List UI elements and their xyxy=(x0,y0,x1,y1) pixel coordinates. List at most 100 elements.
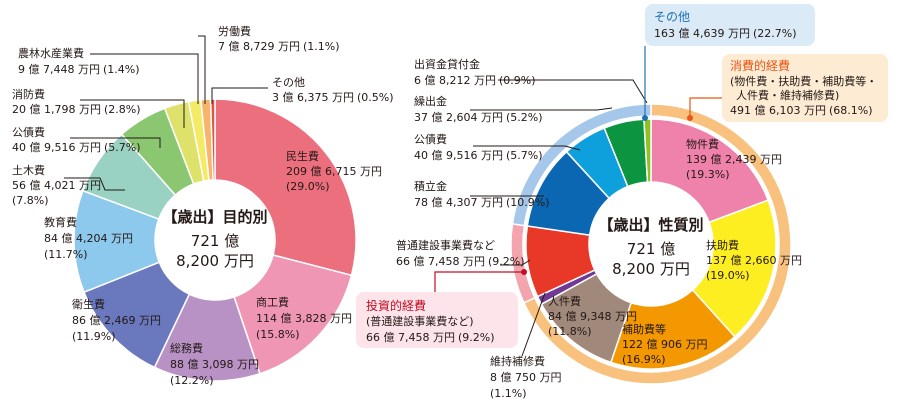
label-iji-name: 維持補修費 xyxy=(490,354,545,368)
center-line1-2: 721 億 xyxy=(627,240,675,258)
label-shoko: 商工費 114 億 3,828 万円 (15.8%) xyxy=(256,295,352,341)
label-iji-amount: 8 億 750 万円 xyxy=(490,371,561,384)
consumption-group-name: 消費的経費 xyxy=(730,58,790,73)
label-minsei-percent: (29.0%) xyxy=(286,180,330,193)
label-shoko-percent: (15.8%) xyxy=(256,328,300,341)
label-futsuu-name: 普通建設事業費など xyxy=(396,238,495,252)
consumption-group-detail2: 人件費・維持補修費) xyxy=(736,88,839,102)
investment-group-name: 投資的経費 xyxy=(366,298,426,313)
label-somu-name: 総務費 xyxy=(170,341,203,355)
label-futsuu-value: 66 億 7,458 万円 (9.2%) xyxy=(396,255,525,268)
label-kyoiku-name: 教育費 xyxy=(44,215,77,229)
label-eisei-percent: (11.9%) xyxy=(72,330,116,343)
label-somu: 総務費 88 億 3,098 万円 (12.2%) xyxy=(170,341,259,387)
label-sonota1: その他 3 億 6,375 万円 (0.5%) xyxy=(272,76,394,104)
group-ring-slice-2 xyxy=(511,103,652,227)
investment-group-value: 66 億 7,458 万円 (9.2%) xyxy=(366,331,495,344)
label-norin: 農林水産業費 9 億 7,448 万円 (1.4%) xyxy=(18,46,140,76)
label-kousai2: 公債費 40 億 9,516 万円 (5.7%) xyxy=(414,132,543,162)
label-fujo: 扶助費 137 億 2,660 万円 (19.0%) xyxy=(706,238,802,282)
label-shobo-name: 消防費 xyxy=(12,87,45,101)
label-fujo-amount: 137 億 2,660 万円 xyxy=(706,254,802,267)
label-hojo-percent: (16.9%) xyxy=(622,353,666,366)
label-eisei-amount: 86 億 2,469 万円 xyxy=(72,314,161,327)
label-bukken: 物件費 139 億 2,439 万円 (19.3%) xyxy=(686,137,782,181)
center-line1-1: 721 億 xyxy=(191,232,239,250)
label-shobo-value: 20 億 1,798 万円 (2.8%) xyxy=(12,103,141,116)
label-eisei-name: 衛生費 xyxy=(72,297,105,311)
label-tsumitate-name: 積立金 xyxy=(414,179,447,193)
label-bukken-percent: (19.3%) xyxy=(686,168,730,181)
label-jinken: 人件費 84 億 9,348 万円 (11.8%) xyxy=(548,294,637,338)
label-minsei: 民生費 209 億 6,715 万円 (29.0%) xyxy=(286,149,382,193)
investment-group-box xyxy=(356,292,518,348)
label-tsumitate-value: 78 億 4,307 万円 (10.9%) xyxy=(414,196,550,209)
label-fujo-name: 扶助費 xyxy=(706,238,739,252)
other-group-dot xyxy=(642,115,648,121)
consumption-group-value: 491 億 6,103 万円 (68.1%) xyxy=(730,104,873,117)
label-norin-value: 9 億 7,448 万円 (1.4%) xyxy=(18,63,140,76)
leader-lines-1 xyxy=(64,35,268,191)
label-jinken-percent: (11.8%) xyxy=(548,325,592,338)
label-fujo-percent: (19.0%) xyxy=(706,269,750,282)
label-kyoiku-percent: (11.7%) xyxy=(44,248,88,261)
label-minsei-name: 民生費 xyxy=(286,149,319,163)
label-kousai2-value: 40 億 9,516 万円 (5.7%) xyxy=(414,149,543,162)
label-shusshi-value: 6 億 8,212 万円 (0.9%) xyxy=(414,74,536,87)
label-kousai1-name: 公債費 xyxy=(12,125,45,139)
investment-group-detail1: (普通建設事業費など) xyxy=(366,314,474,328)
label-somu-amount: 88 億 3,098 万円 xyxy=(170,358,259,371)
label-hojo: 補助費等 122 億 906 万円 (16.9%) xyxy=(622,322,707,366)
consumption-group-detail1: (物件費・扶助費・補助費等・ xyxy=(730,74,877,88)
center-line2-1: 8,200 万円 xyxy=(176,252,254,270)
label-shusshi: 出資金貸付金 6 億 8,212 万円 (0.9%) xyxy=(414,57,536,87)
label-sonota1-name: その他 xyxy=(272,76,305,89)
center-disc-1 xyxy=(155,180,275,300)
center-title-2: 【歳出】性質別 xyxy=(598,216,703,234)
center-line2-2: 8,200 万円 xyxy=(612,260,690,278)
center-title-1: 【歳出】目的別 xyxy=(162,208,267,226)
nature-pie xyxy=(510,103,792,385)
label-doboku-amount: 56 億 4,021 万円 xyxy=(12,179,101,192)
consumption-group-leader xyxy=(689,97,722,118)
other-group-value: 163 億 4,639 万円 (22.7%) xyxy=(654,27,797,40)
label-shobo: 消防費 20 億 1,798 万円 (2.8%) xyxy=(12,87,141,116)
label-doboku-percent: (7.8%) xyxy=(12,194,49,207)
label-kuridashi: 繰出金 37 億 2,604 万円 (5.2%) xyxy=(414,94,543,124)
label-shoko-amount: 114 億 3,828 万円 xyxy=(256,312,352,325)
center-disc-2 xyxy=(589,182,713,306)
consumption-group-dot xyxy=(687,115,693,121)
leader-lines-2 xyxy=(470,79,648,357)
label-kyoiku-amount: 84 億 4,204 万円 xyxy=(44,232,133,245)
label-norin-name: 農林水産業費 xyxy=(18,46,84,60)
label-roudou: 労働費 7 億 8,729 万円 (1.1%) xyxy=(218,24,340,53)
label-doboku-name: 土木費 xyxy=(12,163,45,177)
label-kousai1-value: 40 億 9,516 万円 (5.7%) xyxy=(12,141,141,154)
purpose-pie xyxy=(73,98,357,382)
label-jinken-amount: 84 億 9,348 万円 xyxy=(548,310,637,323)
label-eisei: 衛生費 86 億 2,469 万円 (11.9%) xyxy=(72,297,161,343)
label-iji: 維持補修費 8 億 750 万円 (1.1%) xyxy=(490,354,561,400)
investment-group-dot xyxy=(521,269,527,275)
label-doboku: 土木費 56 億 4,021 万円 (7.8%) xyxy=(12,163,101,207)
label-jinken-name: 人件費 xyxy=(548,294,581,308)
consumption-group-label: 消費的経費 (物件費・扶助費・補助費等・ 人件費・維持補修費) 491 億 6,… xyxy=(730,58,877,117)
consumption-group-box xyxy=(722,54,888,122)
label-futsuu: 普通建設事業費など 66 億 7,458 万円 (9.2%) xyxy=(396,238,525,268)
label-kuridashi-value: 37 億 2,604 万円 (5.2%) xyxy=(414,111,543,124)
label-bukken-amount: 139 億 2,439 万円 xyxy=(686,153,782,166)
other-group-label: その他 163 億 4,639 万円 (22.7%) xyxy=(654,10,797,40)
label-iji-percent: (1.1%) xyxy=(490,387,527,400)
other-group-box xyxy=(645,4,815,46)
label-kousai2-name: 公債費 xyxy=(414,132,447,146)
label-hojo-name: 補助費等 xyxy=(622,322,666,336)
label-kyoiku: 教育費 84 億 4,204 万円 (11.7%) xyxy=(44,215,133,261)
label-roudou-value: 7 億 8,729 万円 (1.1%) xyxy=(218,40,340,53)
label-hojo-amount: 122 億 906 万円 xyxy=(622,338,707,351)
label-kuridashi-name: 繰出金 xyxy=(414,94,447,108)
label-roudou-name: 労働費 xyxy=(218,24,251,38)
investment-group-label: 投資的経費 (普通建設事業費など) 66 億 7,458 万円 (9.2%) xyxy=(366,298,495,344)
label-shoko-name: 商工費 xyxy=(256,295,289,309)
label-shusshi-name: 出資金貸付金 xyxy=(414,57,480,71)
